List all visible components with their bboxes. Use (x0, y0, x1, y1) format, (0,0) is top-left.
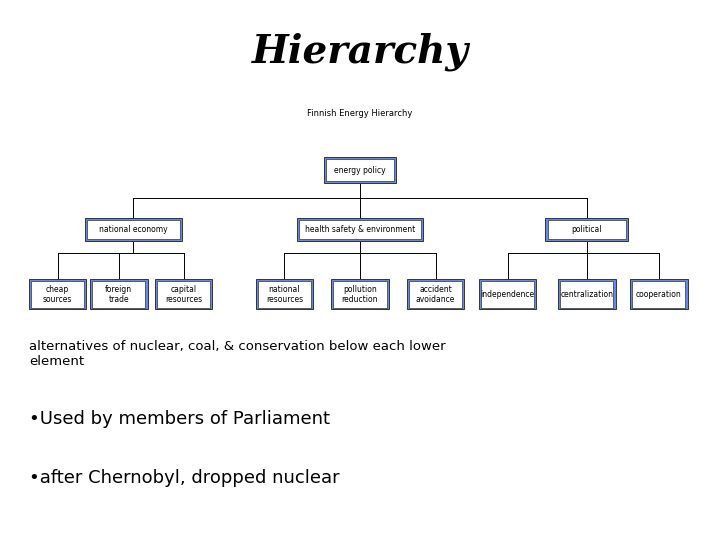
Text: political: political (572, 225, 602, 234)
Text: capital
resources: capital resources (165, 285, 202, 304)
FancyBboxPatch shape (333, 281, 387, 308)
FancyBboxPatch shape (157, 281, 210, 308)
Text: cooperation: cooperation (636, 290, 682, 299)
FancyBboxPatch shape (297, 218, 423, 241)
Text: foreign
trade: foreign trade (105, 285, 132, 304)
FancyBboxPatch shape (90, 280, 148, 309)
FancyBboxPatch shape (481, 281, 534, 308)
FancyBboxPatch shape (407, 280, 464, 309)
FancyBboxPatch shape (331, 280, 389, 309)
FancyBboxPatch shape (155, 280, 212, 309)
Text: •Used by members of Parliament: •Used by members of Parliament (29, 409, 330, 428)
Text: Hierarchy: Hierarchy (251, 32, 469, 71)
FancyBboxPatch shape (29, 280, 86, 309)
FancyBboxPatch shape (85, 218, 181, 241)
FancyBboxPatch shape (92, 281, 145, 308)
Text: cheap
sources: cheap sources (43, 285, 72, 304)
Text: independence: independence (480, 290, 535, 299)
Text: centralization: centralization (560, 290, 613, 299)
FancyBboxPatch shape (256, 280, 313, 309)
FancyBboxPatch shape (479, 280, 536, 309)
Text: national economy: national economy (99, 225, 168, 234)
Text: accident
avoidance: accident avoidance (416, 285, 455, 304)
FancyBboxPatch shape (558, 280, 616, 309)
FancyBboxPatch shape (326, 159, 394, 181)
Text: energy policy: energy policy (334, 166, 386, 174)
Text: pollution
reduction: pollution reduction (342, 285, 378, 304)
Text: health safety & environment: health safety & environment (305, 225, 415, 234)
FancyBboxPatch shape (409, 281, 462, 308)
FancyBboxPatch shape (560, 281, 613, 308)
FancyBboxPatch shape (547, 220, 626, 239)
FancyBboxPatch shape (300, 220, 420, 239)
Text: national
resources: national resources (266, 285, 303, 304)
Text: Finnish Energy Hierarchy: Finnish Energy Hierarchy (307, 109, 413, 118)
FancyBboxPatch shape (86, 220, 180, 239)
FancyBboxPatch shape (630, 280, 688, 309)
Text: •after Chernobyl, dropped nuclear: •after Chernobyl, dropped nuclear (29, 469, 339, 487)
FancyBboxPatch shape (546, 218, 628, 241)
FancyBboxPatch shape (324, 157, 396, 183)
FancyBboxPatch shape (258, 281, 311, 308)
Text: alternatives of nuclear, coal, & conservation below each lower
element: alternatives of nuclear, coal, & conserv… (29, 340, 446, 368)
FancyBboxPatch shape (31, 281, 84, 308)
FancyBboxPatch shape (632, 281, 685, 308)
